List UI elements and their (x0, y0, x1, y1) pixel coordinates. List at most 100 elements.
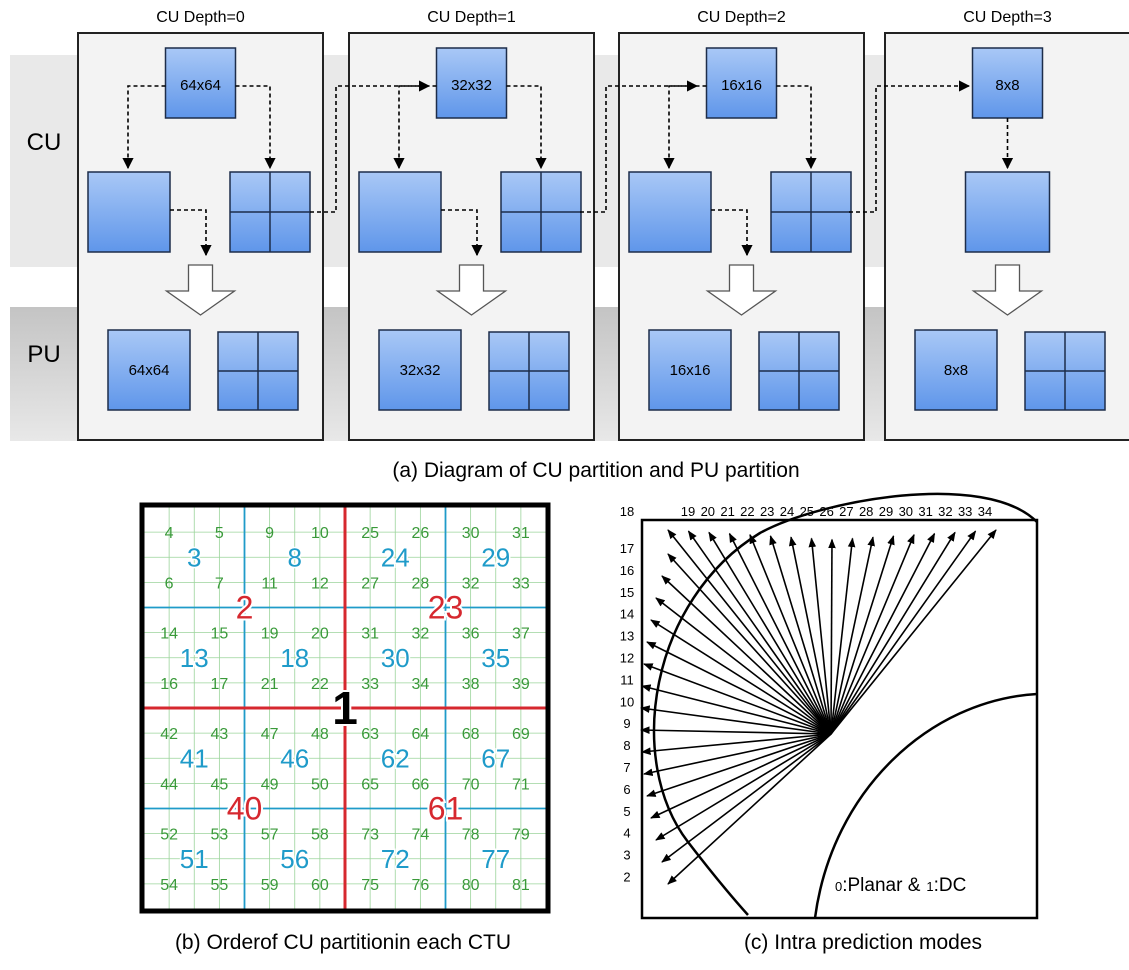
leaf-order-label: 78 (462, 827, 480, 844)
leaf-order-label: 45 (210, 776, 228, 793)
leaf-order-label: 50 (311, 776, 329, 793)
top-mode-label: 22 (740, 504, 754, 519)
mode-arrow (749, 533, 832, 735)
leaf-order-label: 32 (411, 626, 429, 643)
cu-pu-partition-diagram: CU PU CU Depth=0 64x64 64x64 CU Depth=1 32x3… (10, 9, 1129, 482)
down-block-arrow (705, 264, 778, 316)
depth2-order-label: 35 (481, 643, 510, 673)
leaf-order-label: 79 (512, 827, 530, 844)
mode-arrow (830, 536, 875, 735)
mode-arrow (667, 529, 832, 735)
top-mode-label: 31 (918, 504, 932, 519)
mode-arrow (788, 536, 832, 735)
caption-c: (c) Intra prediction modes (744, 931, 982, 954)
leaf-order-label: 4 (165, 525, 174, 542)
mode-arrow (728, 532, 832, 735)
pu-block (378, 329, 462, 411)
leaf-order-label: 14 (160, 626, 178, 643)
leaf-order-label: 33 (512, 575, 530, 592)
depth-header: CU Depth=2 (697, 9, 786, 26)
mode-arrow (830, 531, 956, 735)
mode-arrow (661, 575, 832, 735)
mode-arrow (641, 733, 832, 756)
depth2-order-label: 29 (481, 542, 510, 572)
leaf-order-label: 31 (361, 626, 379, 643)
dc-num: 1 (926, 879, 933, 894)
depth2-order-label: 51 (180, 844, 209, 874)
mode-arrow (667, 553, 832, 735)
leaf-order-label: 65 (361, 776, 379, 793)
depth1-order-label: 23 (428, 590, 464, 626)
band-label-cu: CU (27, 129, 62, 156)
pu-block-label: 8x8 (944, 362, 968, 379)
leaf-order-label: 39 (512, 676, 530, 693)
top-mode-label: 34 (978, 504, 992, 519)
cu-block-label: 64x64 (180, 77, 221, 94)
leaf-order-label: 63 (361, 726, 379, 743)
leaf-order-label: 17 (210, 676, 228, 693)
depth-header: CU Depth=0 (156, 9, 245, 26)
leaf-order-label: 34 (411, 676, 429, 693)
leaf-order-label: 57 (261, 827, 279, 844)
depth1-order-label: 61 (428, 791, 464, 827)
intra-prediction-modes: 18 19 20 21 22 23 24 25 26 27 28 29 30 31 32 33 34171615… (620, 492, 1039, 954)
mode-arrow (828, 538, 836, 735)
leaf-order-label: 9 (265, 525, 274, 542)
top-mode-label: 18 (620, 504, 634, 519)
depth2-order-label: 18 (280, 643, 309, 673)
top-mode-label: 19 (681, 504, 695, 519)
leaf-order-label: 7 (215, 575, 224, 592)
leaf-order-label: 60 (311, 877, 329, 894)
leaf-order-label: 42 (160, 726, 178, 743)
depth-connector-1 (580, 80, 699, 213)
mode-arrow (708, 531, 832, 735)
leaf-order-label: 80 (462, 877, 480, 894)
leaf-order-label: 6 (165, 575, 174, 592)
planar-label: :Planar & (842, 875, 920, 896)
ctu-border (139, 502, 551, 914)
leaf-order-label: 36 (462, 626, 480, 643)
left-mode-label: 2 (623, 870, 630, 885)
leaf-order-label: 27 (361, 575, 379, 592)
pu-block (914, 329, 998, 411)
leaf-order-label: 5 (215, 525, 224, 542)
left-mode-label: 14 (620, 607, 634, 622)
depth-connector-2 (849, 80, 971, 213)
depth2-order-label: 72 (381, 844, 410, 874)
mode-arrow (655, 733, 832, 841)
leaf-order-label: 44 (160, 776, 178, 793)
cu-block (164, 47, 237, 119)
leaf-order-label: 31 (512, 525, 530, 542)
down-block-arrow (435, 264, 508, 316)
depth1-order-label: 40 (227, 791, 263, 827)
leaf-order-label: 28 (411, 575, 429, 592)
leaf-order-label: 55 (210, 877, 228, 894)
left-mode-label: 7 (623, 760, 630, 775)
to-pu-arrow (441, 209, 483, 257)
mode-arrow (655, 597, 832, 735)
leaf-order-label: 59 (261, 877, 279, 894)
modes-legend: 0:Planar & 1:DC (835, 875, 966, 896)
depth-connector-0 (310, 80, 431, 213)
depth2-order-label: 8 (288, 542, 302, 572)
pu-block-label: 32x32 (400, 362, 441, 379)
leaf-order-label: 53 (210, 827, 228, 844)
left-mode-label: 17 (620, 541, 634, 556)
depth2-order-label: 62 (381, 743, 410, 773)
top-mode-label: 27 (839, 504, 853, 519)
mode-arrow (687, 530, 832, 735)
leaf-order-label: 26 (411, 525, 429, 542)
left-mode-label: 10 (620, 694, 634, 709)
top-mode-label: 28 (859, 504, 873, 519)
top-mode-label: 32 (938, 504, 952, 519)
depth-column-1: CU Depth=1 32x32 32x32 (348, 9, 595, 441)
mode-arrow (640, 726, 832, 735)
mode-arrow (650, 733, 832, 819)
depth2-order-label: 3 (187, 542, 201, 572)
caption-a: (a) Diagram of CU partition and PU parti… (392, 459, 799, 482)
leaf-order-label: 69 (512, 726, 530, 743)
band-label-pu: PU (27, 341, 60, 368)
depth2-order-label: 41 (180, 743, 209, 773)
top-mode-label: 26 (819, 504, 833, 519)
